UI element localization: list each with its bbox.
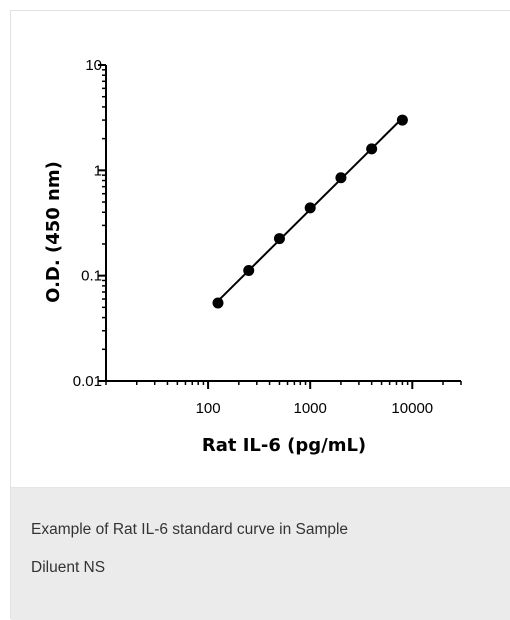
caption-line-1: Example of Rat IL-6 standard curve in Sa… (31, 521, 349, 538)
y-axis-label: O.D. (450 nm) (43, 161, 64, 303)
y-tick-label: 0.01 (73, 373, 102, 390)
x-tick-label: 1000 (294, 400, 327, 417)
data-point (243, 264, 255, 276)
figure-caption: Example of Rat IL-6 standard curve in Sa… (31, 511, 461, 587)
data-point (366, 143, 378, 155)
chart-figure: 100 1000 10000 0.01 0.1 1 10 Rat IL-6 (pg/mL) … (11, 11, 510, 487)
chart-axes: 100 1000 10000 0.01 0.1 1 10 (73, 57, 462, 417)
data-point (212, 297, 224, 309)
x-tick-label: 100 (196, 400, 221, 417)
data-point (396, 114, 408, 126)
data-point (304, 202, 316, 214)
x-tick-label: 10000 (391, 400, 433, 417)
figure-card: 100 1000 10000 0.01 0.1 1 10 Rat IL-6 (pg/mL) … (10, 10, 510, 620)
data-points-group (212, 114, 408, 309)
y-tick-label: 1 (94, 162, 102, 179)
caption-line-2: Diluent NS (31, 559, 106, 576)
caption-box: Example of Rat IL-6 standard curve in Sa… (11, 487, 510, 620)
data-point (335, 172, 347, 184)
x-axis-label: Rat IL-6 (pg/mL) (202, 435, 366, 456)
y-tick-label: 0.1 (81, 268, 102, 285)
data-point (273, 233, 285, 245)
y-tick-label: 10 (85, 57, 102, 74)
